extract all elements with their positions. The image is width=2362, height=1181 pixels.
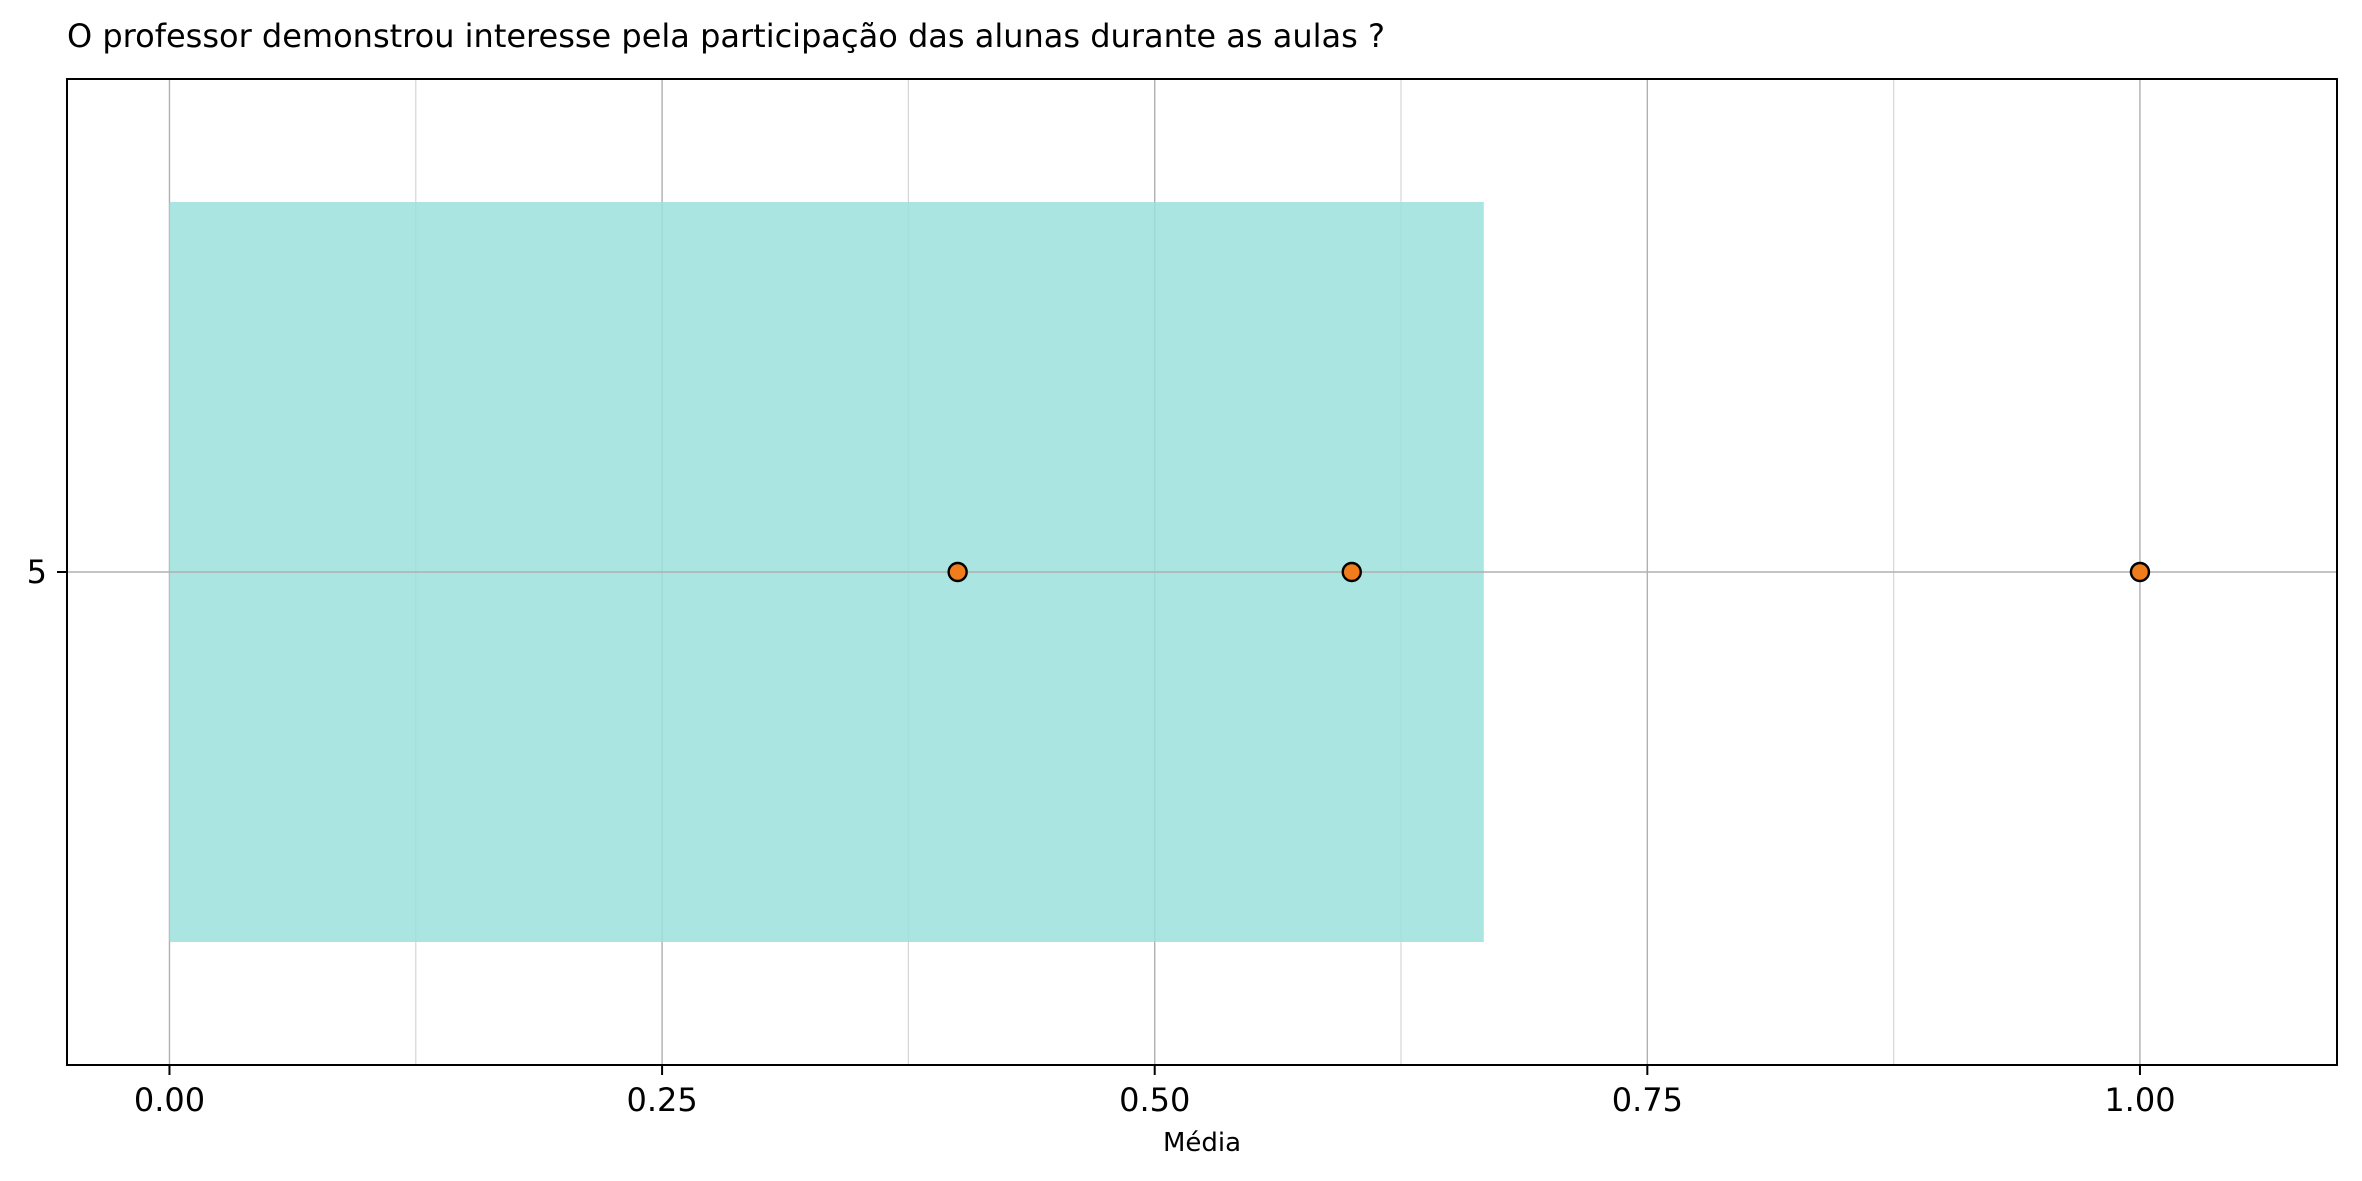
x-axis-label: Média bbox=[1163, 1128, 1241, 1158]
x-tick-label-3: 0.75 bbox=[1612, 1081, 1683, 1119]
x-axis-ticks: 0.00 0.25 0.50 0.75 1.00 bbox=[134, 1065, 2176, 1119]
chart-title: O professor demonstrou interesse pela pa… bbox=[67, 17, 1385, 55]
x-tick-label-4: 1.00 bbox=[2104, 1081, 2175, 1119]
point-1 bbox=[1341, 561, 1362, 583]
point-0 bbox=[947, 561, 968, 583]
y-tick-label-5: 5 bbox=[27, 553, 47, 591]
point-2 bbox=[2129, 561, 2151, 583]
x-tick-label-2: 0.50 bbox=[1119, 1081, 1190, 1119]
x-tick-label-0: 0.00 bbox=[134, 1081, 205, 1119]
points bbox=[947, 561, 2151, 583]
x-tick-label-1: 0.25 bbox=[626, 1081, 697, 1119]
y-axis-ticks: 5 bbox=[27, 553, 67, 591]
